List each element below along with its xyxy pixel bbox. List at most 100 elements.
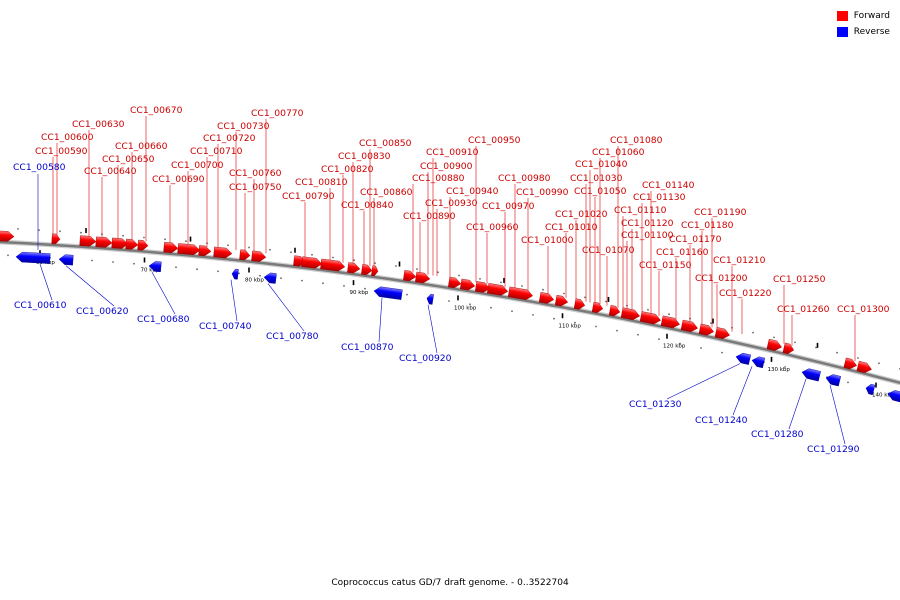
reverse-gene-label: CC1_00920 [399, 353, 452, 364]
minor-dot [721, 351, 723, 354]
forward-gene-arrow[interactable] [301, 256, 323, 269]
forward-gene-arrow[interactable] [51, 233, 61, 245]
minor-dot [143, 236, 145, 239]
tick-label: 80 kbp [245, 278, 264, 284]
legend: Forward Reverse [836, 9, 890, 41]
minor-dot [815, 346, 817, 349]
forward-gene-arrow[interactable] [95, 236, 113, 248]
reverse-gene-arrow[interactable] [865, 383, 876, 396]
reverse-gene-arrow[interactable] [426, 293, 434, 305]
minor-dot [364, 287, 366, 290]
reverse-gene-arrow[interactable] [15, 251, 51, 264]
forward-gene-arrow[interactable] [507, 286, 533, 301]
forward-gene-label: CC1_00940 [446, 186, 499, 197]
forward-gene-arrow[interactable] [447, 276, 462, 289]
reverse-gene-arrow[interactable] [801, 367, 821, 382]
forward-gene-label: CC1_00660 [115, 141, 168, 152]
minor-dot [710, 322, 712, 324]
reverse-gene-label: CC1_00780 [266, 331, 319, 342]
reverse-gene-arrow[interactable] [231, 268, 239, 280]
forward-gene-arrow[interactable] [660, 315, 681, 329]
reverse-leader-line [788, 378, 807, 430]
reverse-gene-label: CC1_00870 [341, 342, 394, 353]
minor-dot [238, 272, 240, 275]
forward-gene-arrow[interactable] [239, 249, 251, 261]
forward-gene-arrow[interactable] [251, 250, 267, 262]
forward-gene-arrow[interactable] [213, 246, 233, 259]
forward-gene-arrow[interactable] [554, 294, 569, 307]
forward-gene-label: CC1_01020 [555, 209, 608, 220]
forward-gene-label: CC1_01190 [694, 207, 747, 218]
forward-gene-arrow[interactable] [403, 270, 417, 282]
minor-dot [217, 270, 219, 273]
forward-gene-arrow[interactable] [591, 301, 604, 314]
forward-gene-arrow[interactable] [766, 338, 783, 352]
minor-dot [637, 333, 639, 336]
forward-gene-arrow[interactable] [163, 242, 179, 254]
minor-dot [668, 313, 670, 316]
reverse-gene-arrow[interactable] [825, 373, 842, 387]
reverse-leader-line [267, 283, 305, 332]
forward-gene-arrow[interactable] [714, 327, 731, 340]
forward-gene-arrow[interactable] [698, 323, 715, 337]
forward-gene-label: CC1_00790 [282, 191, 335, 202]
forward-gene-arrow[interactable] [0, 230, 15, 242]
minor-dot [227, 244, 229, 247]
forward-gene-label: CC1_00760 [229, 168, 282, 179]
forward-gene-arrow[interactable] [680, 319, 699, 333]
tick-label: 100 kbp [454, 305, 477, 311]
forward-gene-arrow[interactable] [538, 292, 555, 304]
forward-gene-arrow[interactable] [843, 357, 858, 371]
forward-gene-arrow[interactable] [415, 271, 431, 284]
reverse-gene-arrow[interactable] [887, 389, 900, 403]
reverse-gene-arrow[interactable] [751, 355, 766, 369]
forward-gene-label: CC1_00880 [412, 173, 465, 184]
minor-dot [700, 347, 702, 349]
forward-gene-arrow[interactable] [856, 360, 873, 374]
forward-gene-arrow[interactable] [137, 239, 149, 251]
minor-dot [133, 262, 135, 265]
forward-gene-arrow[interactable] [347, 262, 361, 274]
forward-gene-label: CC1_01140 [642, 180, 695, 191]
minor-dot [164, 238, 166, 241]
minor-dot [658, 338, 660, 340]
forward-swatch [836, 11, 848, 21]
minor-dot [122, 234, 124, 237]
reverse-gene-arrow[interactable] [735, 352, 751, 365]
forward-gene-arrow[interactable] [782, 342, 795, 355]
forward-gene-arrow[interactable] [459, 278, 476, 291]
forward-gene-arrow[interactable] [573, 298, 586, 311]
forward-gene-label: CC1_00670 [130, 105, 183, 116]
reverse-gene-arrow[interactable] [263, 272, 277, 284]
forward-gene-arrow[interactable] [371, 265, 379, 277]
forward-gene-label: CC1_00710 [190, 146, 243, 157]
forward-gene-label: CC1_00930 [425, 198, 478, 209]
forward-gene-arrow[interactable] [111, 237, 129, 249]
forward-gene-arrow[interactable] [79, 235, 97, 247]
forward-gene-arrow[interactable] [320, 258, 346, 272]
minor-dot [836, 351, 838, 354]
forward-gene-arrow[interactable] [361, 264, 373, 276]
forward-gene-arrow[interactable] [474, 281, 491, 293]
forward-gene-arrow[interactable] [608, 305, 621, 317]
forward-gene-arrow[interactable] [125, 238, 139, 250]
minor-dot [290, 251, 292, 254]
forward-gene-label: CC1_00960 [466, 222, 519, 233]
forward-gene-arrow[interactable] [486, 283, 509, 296]
minor-dot [332, 256, 334, 259]
forward-gene-arrow[interactable] [639, 311, 662, 325]
forward-gene-arrow[interactable] [177, 243, 201, 256]
minor-dot [395, 265, 397, 267]
reverse-gene-arrow[interactable] [58, 254, 74, 266]
reverse-gene-arrow[interactable] [148, 261, 162, 273]
forward-gene-label: CC1_00700 [171, 160, 224, 171]
forward-gene-label: CC1_00690 [152, 174, 205, 185]
reverse-gene-arrow[interactable] [373, 286, 403, 300]
forward-gene-arrow[interactable] [198, 245, 212, 257]
forward-gene-label: CC1_01030 [570, 173, 623, 184]
minor-dot [794, 341, 796, 344]
forward-gene-label: CC1_01210 [713, 255, 766, 266]
gene-arrows [0, 230, 900, 403]
forward-gene-arrow[interactable] [620, 307, 641, 321]
